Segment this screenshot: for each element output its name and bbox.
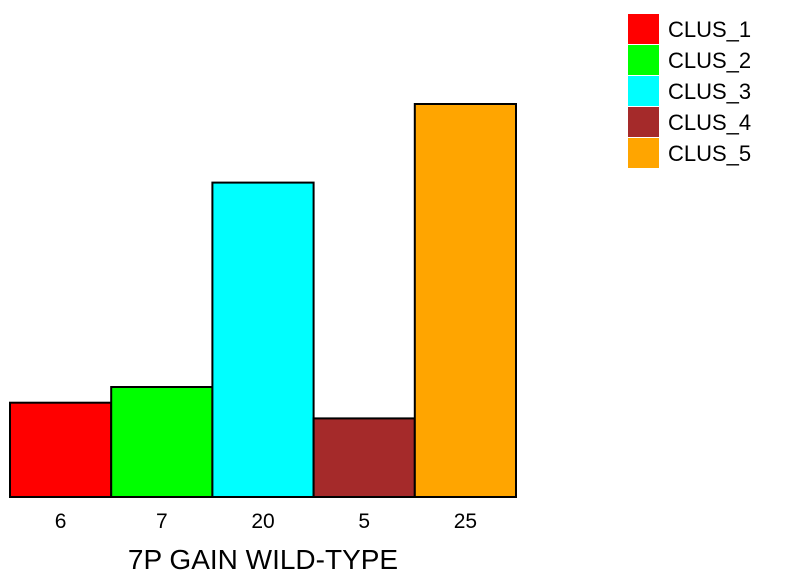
legend-label: CLUS_5 (668, 141, 751, 166)
x-tick-label: 25 (454, 510, 477, 533)
legend-swatch (628, 45, 659, 75)
legend-label: CLUS_4 (668, 110, 751, 135)
bar-clus-2 (110, 386, 214, 498)
legend-label: CLUS_3 (668, 79, 751, 104)
bar-clus-5 (413, 103, 517, 498)
legend-swatch (628, 107, 659, 137)
legend-swatch (628, 14, 659, 44)
legend-swatch (628, 138, 659, 168)
legend-label: CLUS_2 (668, 48, 751, 73)
x-tick-label: 5 (358, 510, 370, 533)
bar-clus-4 (312, 417, 416, 498)
x-tick-label: 7 (156, 510, 168, 533)
legend: CLUS_1 CLUS_2 CLUS_3 CLUS_4 CLUS_5 (628, 14, 751, 168)
bar-clus-3 (211, 181, 315, 498)
x-axis-label: 7P GAIN WILD-TYPE (128, 544, 398, 575)
legend-label: CLUS_1 (668, 17, 751, 42)
bars-layer (9, 103, 517, 499)
x-tick-label: 6 (55, 510, 67, 533)
bar-clus-1 (9, 401, 113, 499)
legend-swatch (628, 76, 659, 106)
x-tick-label: 20 (251, 510, 274, 533)
tick-labels: 6 7 20 5 25 (55, 510, 477, 533)
